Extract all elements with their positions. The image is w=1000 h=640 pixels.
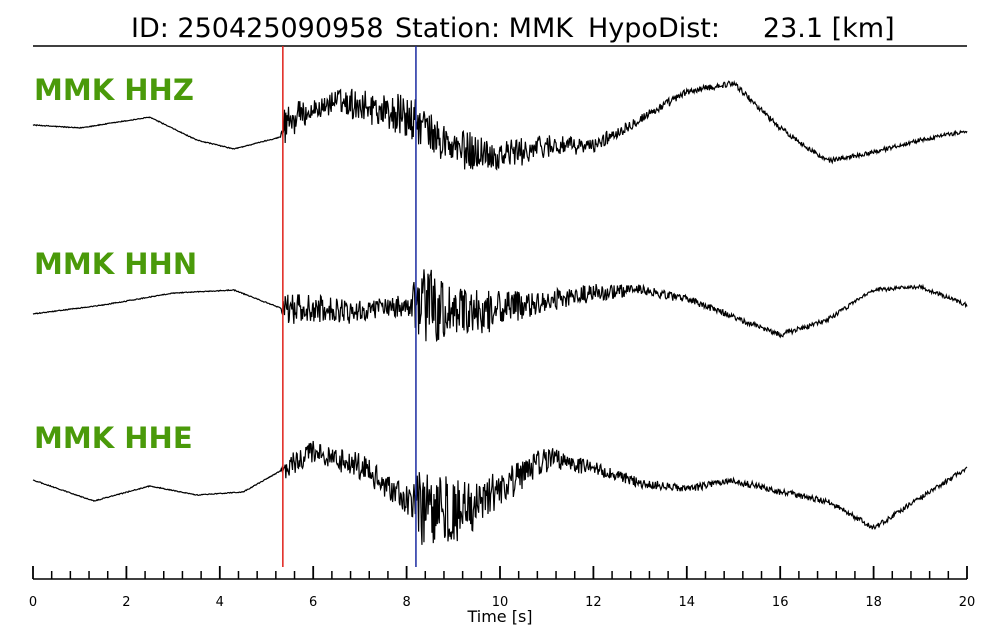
x-tick-label: 10 — [492, 595, 509, 610]
x-tick-label: 14 — [679, 595, 696, 610]
title-event-id: ID: 250425090958 — [131, 13, 384, 44]
time-axis: 0 2 4 6 8 10 12 14 16 18 20 — [29, 566, 975, 610]
trace-labels: MMK HHZ MMK HHN MMK HHE — [34, 73, 197, 455]
traces-group — [32, 80, 968, 545]
x-tick-label: 16 — [772, 595, 789, 610]
title-hypo-distance: HypoDist: 23.1 [km] — [588, 13, 895, 44]
waveform-mmk-hhn — [32, 269, 968, 343]
x-tick-label: 4 — [216, 595, 224, 610]
waveform-mmk-hhz — [32, 80, 968, 171]
x-tick-label: 12 — [585, 595, 602, 610]
x-tick-label: 18 — [865, 595, 882, 610]
x-tick-label: 2 — [122, 595, 130, 610]
x-axis-label: Time [s] — [466, 607, 532, 626]
x-tick-label: 20 — [959, 595, 976, 610]
waveform-mmk-hhe — [32, 440, 968, 545]
trace-label-mmk-hhn: MMK HHN — [34, 247, 197, 281]
x-tick-label: 6 — [309, 595, 317, 610]
x-tick-label: 0 — [29, 595, 37, 610]
x-tick-label: 8 — [402, 595, 410, 610]
trace-label-mmk-hhz: MMK HHZ — [34, 73, 194, 107]
phase-picks — [282, 46, 417, 567]
trace-label-mmk-hhe: MMK HHE — [34, 421, 193, 455]
title-station: Station: MMK — [395, 13, 574, 44]
